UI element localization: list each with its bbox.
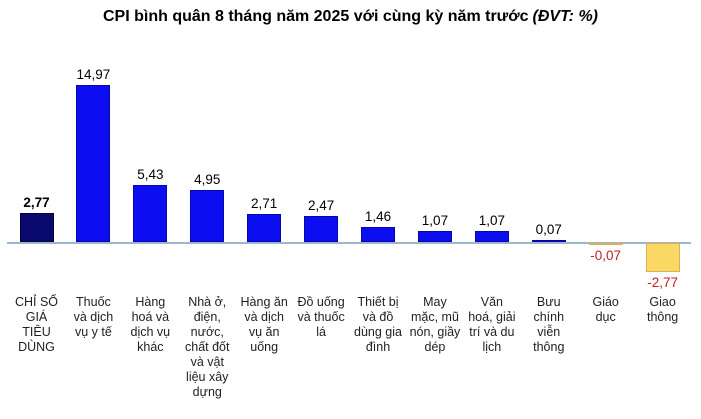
- category-label-4: Nhà ở, điện, nước, chất đốt và vật liệu …: [185, 295, 230, 399]
- category-label-12: Giao thông: [646, 295, 679, 324]
- bar-12: [645, 243, 680, 272]
- bar-2: [76, 85, 111, 242]
- value-label-12: -2,77: [647, 275, 678, 290]
- category-label-6: Đồ uống và thuốc lá: [297, 295, 345, 339]
- value-label-8: 1,07: [421, 213, 449, 228]
- bar-3: [133, 185, 168, 242]
- bar-10: [531, 240, 566, 242]
- category-label-2: Thuốc và dịch vụ y tế: [73, 295, 114, 339]
- category-label-3: Hàng hoá và dịch vụ khác: [130, 295, 171, 354]
- chart-title-text: CPI bình quân 8 tháng năm 2025 với cùng …: [102, 8, 529, 25]
- value-label-3: 5,43: [137, 167, 164, 182]
- category-label-7: Thiết bị và đồ dùng gia đình: [354, 295, 402, 354]
- bar-4: [190, 190, 225, 242]
- value-label-2: 14,97: [76, 67, 111, 82]
- bar-11: [588, 243, 623, 245]
- bar-7: [361, 227, 396, 242]
- value-label-7: 1,46: [364, 209, 392, 224]
- value-label-11: -0,07: [590, 248, 622, 263]
- x-axis-line: [7, 242, 691, 244]
- category-label-1: CHỈ SỐ GIÁ TIÊU DÙNG: [14, 295, 59, 354]
- value-label-10: 0,07: [535, 222, 562, 237]
- bar-1: [19, 213, 54, 242]
- bar-9: [474, 231, 509, 242]
- value-label-9: 1,07: [478, 213, 505, 228]
- category-label-10: Bưu chính viễn thông: [533, 295, 565, 354]
- category-label-9: Văn hoá, giải trí và du lịch: [468, 295, 516, 354]
- bar-5: [247, 214, 282, 242]
- bar-8: [417, 231, 452, 242]
- value-label-5: 2,71: [251, 196, 278, 211]
- category-label-5: Hàng ăn và dịch vụ ăn uống: [240, 295, 288, 354]
- value-label-1: 2,77: [23, 195, 50, 210]
- value-label-6: 2,47: [307, 198, 335, 213]
- category-label-11: Giáo dục: [592, 295, 619, 324]
- value-label-4: 4,95: [194, 172, 221, 187]
- category-label-8: May mặc, mũ nón, giầy dép: [409, 295, 461, 354]
- bar-6: [304, 216, 339, 242]
- chart-title: CPI bình quân 8 tháng năm 2025 với cùng …: [0, 8, 701, 26]
- chart-title-unit: (ĐVT: %): [532, 8, 598, 25]
